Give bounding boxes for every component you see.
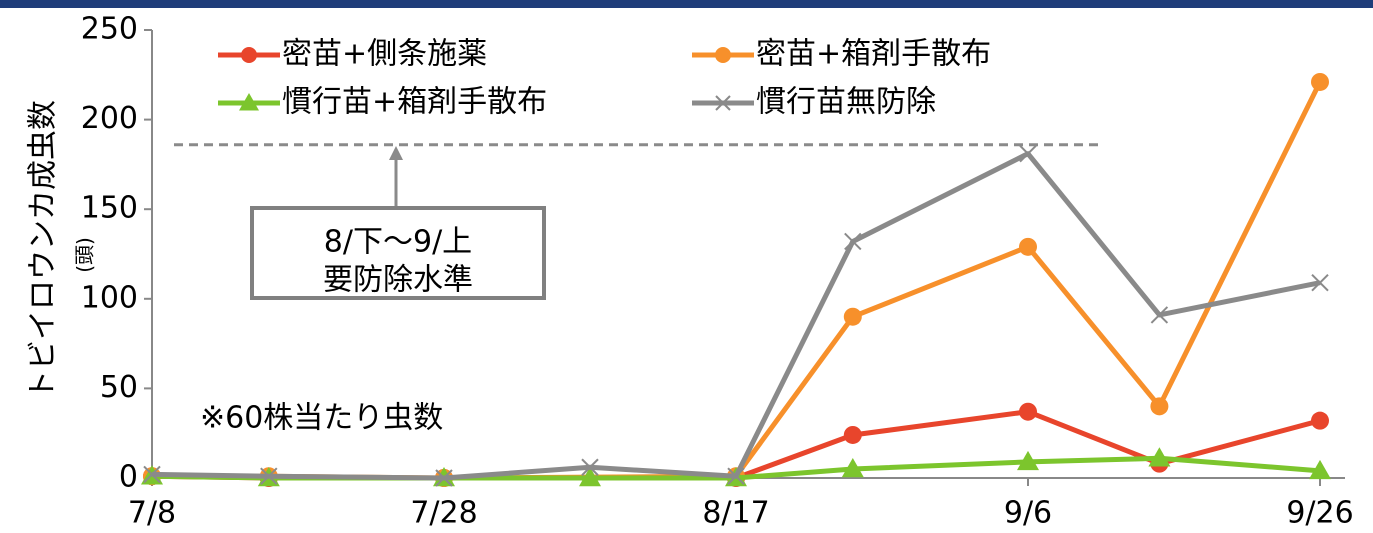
data-point — [241, 47, 257, 63]
data-point — [841, 458, 864, 478]
y-tick-label: 0 — [119, 460, 138, 495]
data-point-stroke — [1150, 306, 1169, 324]
y-axis-unit-label: (頭) — [73, 237, 97, 273]
legend-item: 密苗+箱剤手散布 — [692, 37, 991, 72]
legend-label: 密苗+箱剤手散布 — [756, 37, 991, 72]
data-point — [581, 458, 599, 476]
data-point — [1017, 450, 1039, 471]
data-point — [1309, 459, 1331, 480]
data-point-stroke — [844, 232, 862, 251]
series-4 — [143, 144, 1329, 487]
x-tick-label: 9/6 — [1004, 496, 1052, 531]
y-tick-label: 200 — [81, 101, 138, 136]
data-point — [715, 95, 731, 111]
data-point-stroke — [1019, 144, 1037, 163]
legend-label: 慣行苗無防除 — [756, 85, 936, 120]
threshold-annotation-line-2: 要防除水準 — [323, 263, 473, 298]
y-tick-label: 250 — [81, 12, 138, 47]
data-point — [1019, 144, 1037, 163]
x-tick-label: 7/28 — [410, 496, 477, 531]
data-point-stroke — [581, 458, 599, 476]
data-point — [239, 93, 259, 111]
data-point — [715, 47, 731, 63]
data-point — [143, 465, 161, 484]
series-group — [141, 72, 1331, 487]
data-point-stroke — [143, 465, 161, 484]
threshold-annotation-box — [250, 206, 546, 300]
data-point — [727, 467, 745, 485]
data-point-stroke — [727, 467, 745, 485]
data-point — [1150, 397, 1169, 416]
data-point — [843, 307, 862, 326]
data-point-stroke — [715, 95, 731, 111]
data-point — [579, 467, 601, 487]
data-point — [1150, 306, 1169, 324]
data-point — [844, 232, 862, 251]
x-tick-label: 9/26 — [1286, 496, 1353, 531]
threshold-annotation-line-1: 8/下～9/上 — [324, 225, 472, 260]
threshold-arrow-head — [389, 146, 403, 160]
data-point-stroke — [1311, 273, 1329, 292]
data-point — [843, 425, 862, 444]
legend-label: 密苗+側条施薬 — [282, 37, 487, 72]
x-tick-label: 8/17 — [702, 496, 769, 531]
y-tick-label: 150 — [81, 191, 138, 226]
y-tick-label: 100 — [81, 280, 138, 315]
data-point — [1311, 72, 1329, 91]
data-point — [1148, 447, 1171, 467]
legend-item: 密苗+側条施薬 — [218, 37, 487, 72]
threshold-group — [174, 143, 1101, 207]
legend-label: 慣行苗+箱剤手散布 — [282, 85, 547, 120]
chart-note: ※60株当たり虫数 — [200, 401, 443, 436]
axes: 0 50 100 150 200 250 7/8 7/28 8/17 9/6 9/26 — [81, 12, 1354, 531]
data-point — [435, 469, 453, 487]
x-tick-label: 7/8 — [128, 496, 176, 531]
data-point — [260, 467, 278, 485]
data-point-stroke — [260, 467, 278, 485]
data-point — [1311, 273, 1329, 292]
y-tick-label: 50 — [100, 370, 138, 405]
top-border — [0, 0, 1373, 8]
legend-item: 慣行苗無防除 — [692, 85, 936, 120]
y-axis-label: トビイロウンカ成虫数 — [26, 100, 61, 400]
data-point-stroke — [435, 469, 453, 487]
data-point — [1019, 237, 1037, 256]
data-point — [1311, 411, 1329, 430]
data-point — [1019, 402, 1037, 421]
legend-item: 慣行苗+箱剤手散布 — [218, 85, 547, 120]
